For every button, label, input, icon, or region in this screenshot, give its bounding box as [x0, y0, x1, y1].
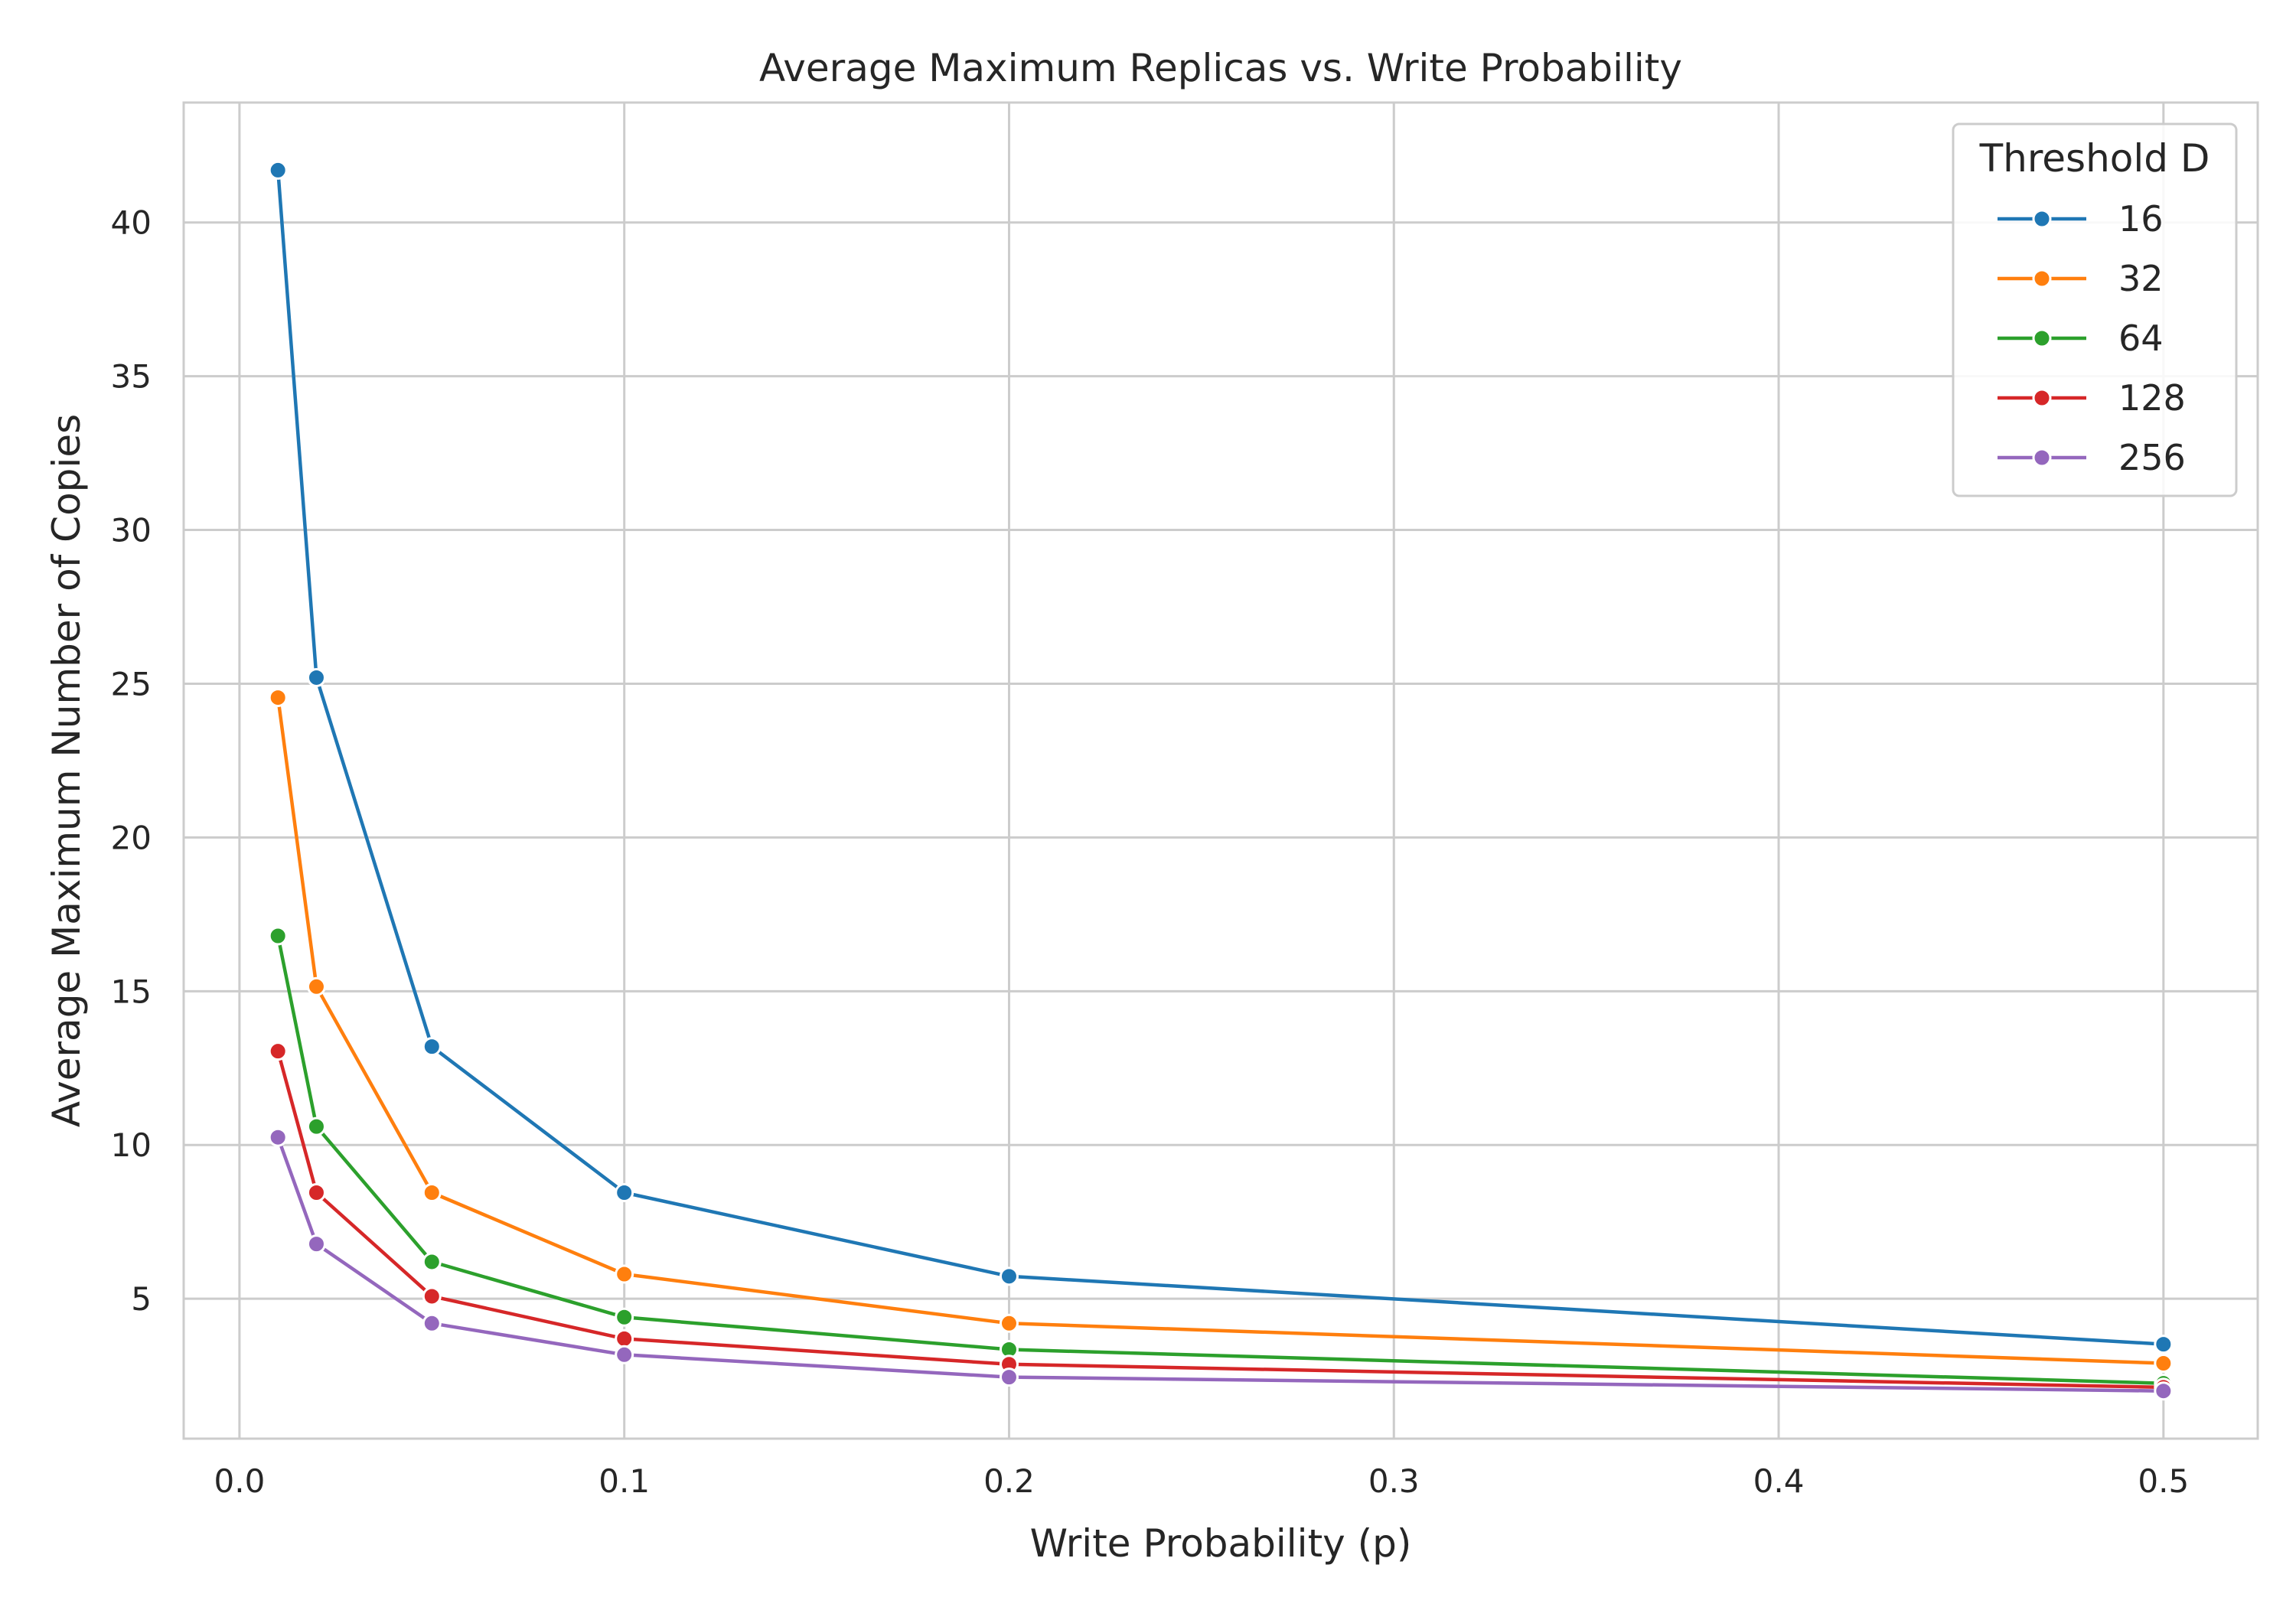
- data-point: [268, 688, 288, 708]
- grid-layer: [184, 103, 2258, 1439]
- series-line: [276, 1051, 2164, 1390]
- legend-item: 32: [1998, 258, 2164, 299]
- plot-frame: [182, 101, 2259, 1440]
- data-point: [999, 1367, 1019, 1387]
- data-point: [268, 160, 288, 180]
- chart-title: Average Maximum Replicas vs. Write Proba…: [759, 46, 1682, 90]
- legend-label: 64: [2118, 318, 2164, 359]
- y-tick-label: 25: [111, 665, 152, 702]
- data-point: [615, 1307, 634, 1327]
- data-point: [268, 1041, 288, 1061]
- data-point: [306, 667, 326, 687]
- legend-swatch-marker: [2032, 388, 2052, 408]
- data-point: [306, 1234, 326, 1254]
- data-point: [306, 976, 326, 996]
- data-point: [422, 1183, 442, 1203]
- data-point: [999, 1313, 1019, 1333]
- y-tick-labels: 5 10 15 20 25 30 35 40: [111, 204, 152, 1318]
- x-tick-label: 0.3: [1368, 1462, 1420, 1500]
- data-point: [2154, 1335, 2174, 1354]
- legend-label: 256: [2118, 437, 2186, 478]
- legend-items: 16 32 64 128 256: [1998, 198, 2186, 478]
- x-tick-label: 0.2: [983, 1462, 1035, 1500]
- x-tick-label: 0.0: [214, 1462, 266, 1500]
- y-axis-label: Average Maximum Number of Copies: [44, 414, 89, 1127]
- data-point: [422, 1313, 442, 1333]
- legend-label: 128: [2118, 377, 2186, 419]
- data-point: [422, 1252, 442, 1272]
- legend: Threshold D 16 32 64 128 256: [1952, 122, 2238, 497]
- legend-label: 16: [2118, 198, 2164, 240]
- data-point: [999, 1266, 1019, 1286]
- x-tick-label: 0.4: [1753, 1462, 1805, 1500]
- series-line: [276, 170, 2164, 1346]
- y-tick-label: 5: [131, 1280, 152, 1318]
- y-tick-label: 35: [111, 358, 152, 396]
- data-point: [422, 1286, 442, 1306]
- legend-item: 128: [1998, 377, 2186, 419]
- y-tick-label: 15: [111, 973, 152, 1010]
- series-line: [276, 935, 2164, 1385]
- y-tick-label: 10: [111, 1126, 152, 1164]
- series-32: [268, 688, 2174, 1374]
- x-tick-labels: 0.0 0.1 0.2 0.3 0.4 0.5: [214, 1462, 2190, 1500]
- legend-swatch-marker: [2032, 209, 2052, 229]
- x-axis-label: Write Probability (p): [1030, 1521, 1412, 1566]
- x-tick-label: 0.1: [598, 1462, 650, 1500]
- data-point: [615, 1183, 634, 1203]
- y-tick-label: 20: [111, 819, 152, 856]
- data-point: [268, 926, 288, 946]
- legend-box: [1952, 122, 2238, 497]
- series-layer: [268, 160, 2174, 1401]
- series-16: [268, 160, 2174, 1354]
- series-256: [268, 1127, 2174, 1401]
- data-point: [306, 1116, 326, 1136]
- data-point: [615, 1264, 634, 1284]
- x-tick-label: 0.5: [2138, 1462, 2189, 1500]
- legend-swatch-marker: [2032, 328, 2052, 348]
- data-point: [268, 1127, 288, 1147]
- data-point: [615, 1328, 634, 1348]
- y-tick-label: 40: [111, 204, 152, 242]
- legend-swatch-marker: [2032, 448, 2052, 468]
- legend-item: 16: [1998, 198, 2164, 240]
- series-line: [276, 1136, 2164, 1393]
- legend-item: 256: [1998, 437, 2186, 478]
- data-point: [615, 1345, 634, 1364]
- legend-title: Threshold D: [1979, 136, 2210, 181]
- series-line: [276, 697, 2164, 1365]
- legend-label: 32: [2118, 258, 2164, 299]
- data-point: [306, 1183, 326, 1203]
- data-point: [2154, 1354, 2174, 1374]
- y-tick-label: 30: [111, 512, 152, 549]
- legend-swatch-marker: [2032, 269, 2052, 288]
- data-point: [422, 1037, 442, 1057]
- legend-item: 64: [1998, 318, 2164, 359]
- data-point: [2154, 1381, 2174, 1401]
